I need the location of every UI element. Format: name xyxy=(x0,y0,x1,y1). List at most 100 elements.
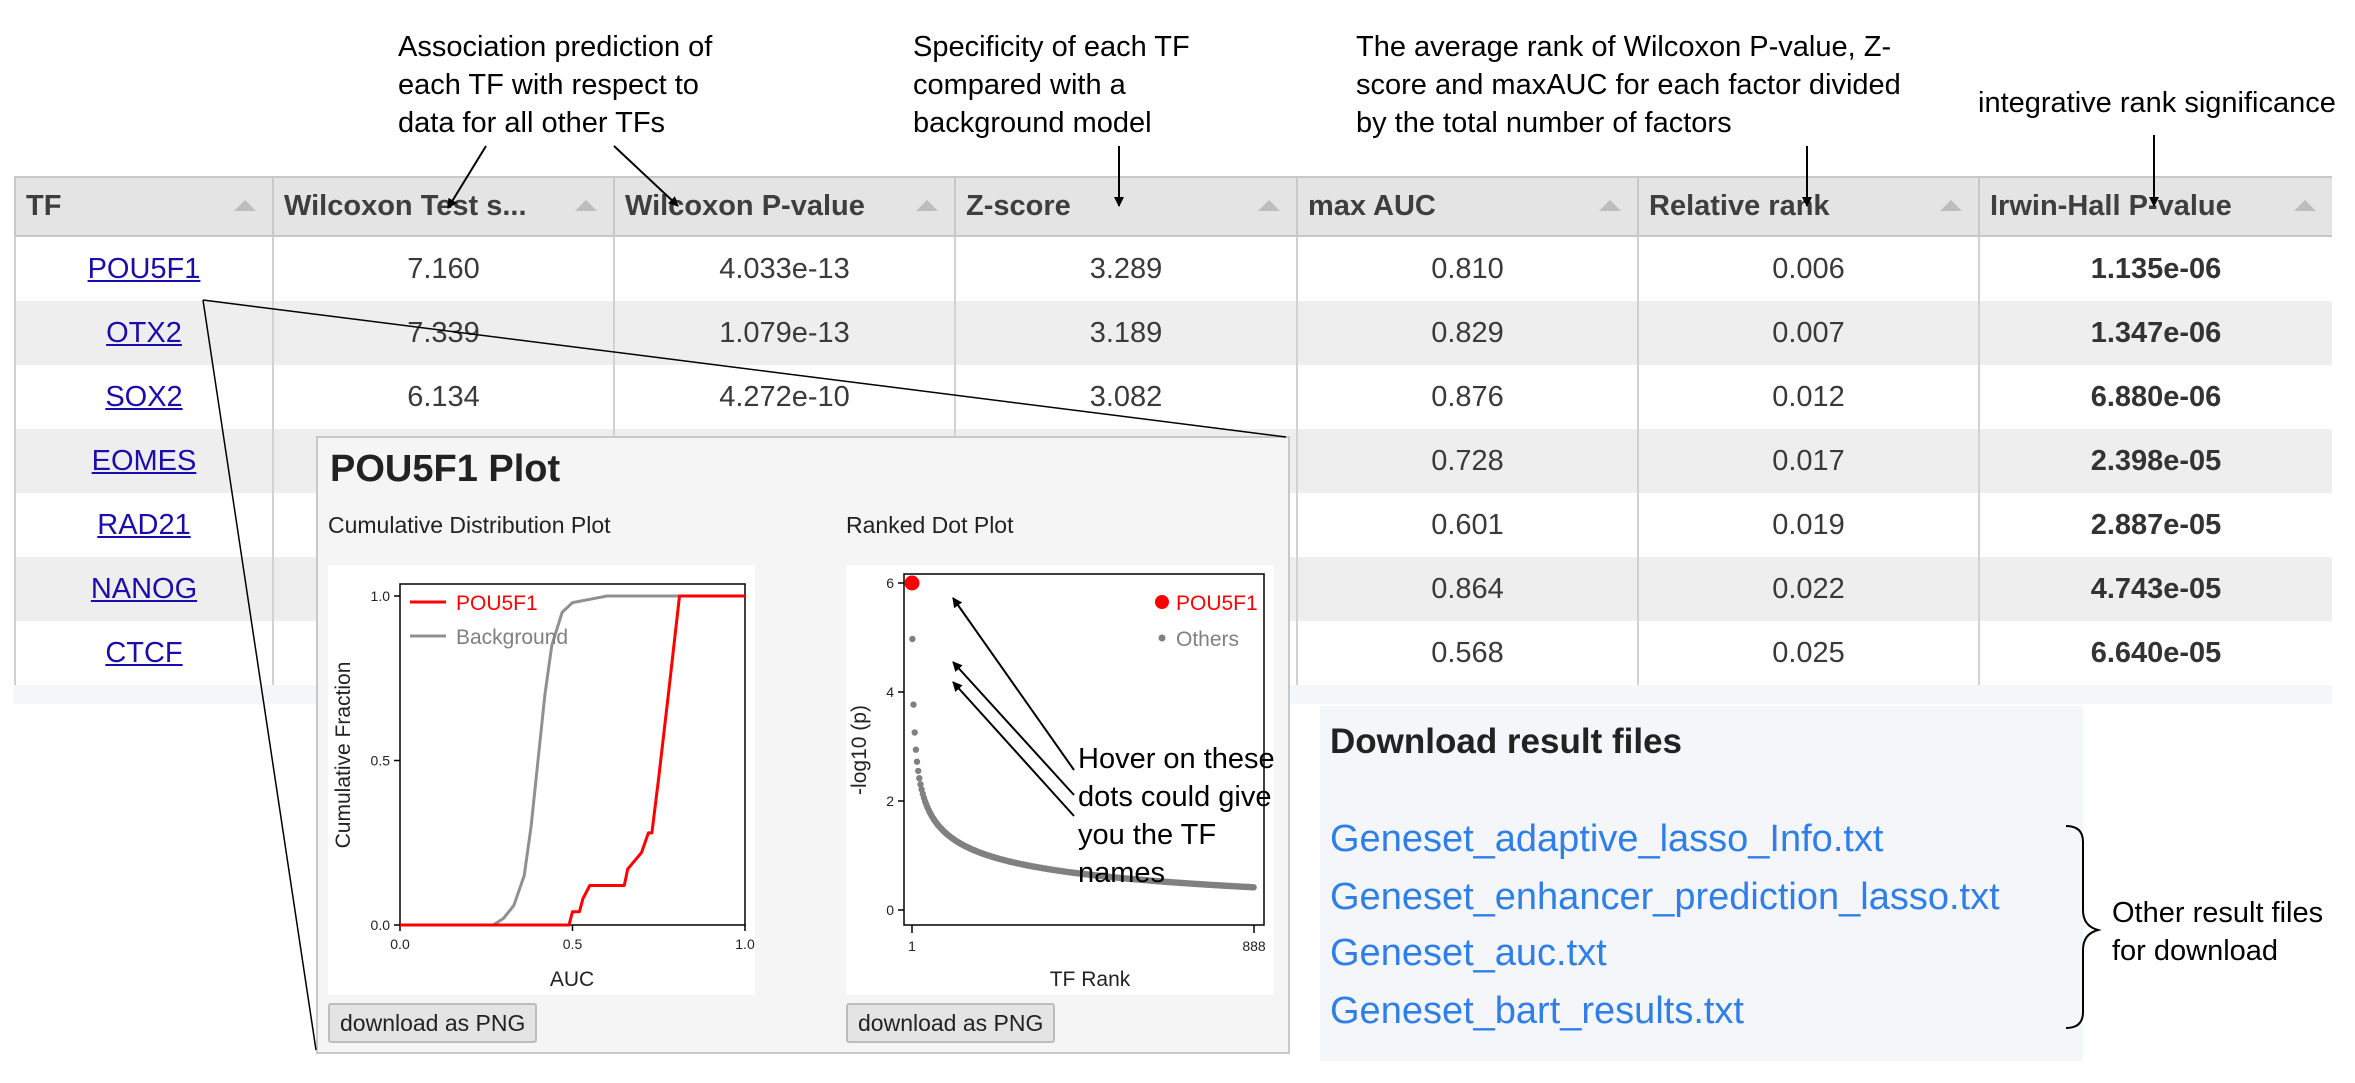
cdf-y-axis-label: Cumulative Fraction xyxy=(332,662,355,849)
cell-wilcoxon-test-statistic: 6.134 xyxy=(273,365,615,429)
column-header-max-auc[interactable]: max AUC xyxy=(1297,176,1639,237)
hover-annotation-line: you the TF xyxy=(1078,819,1217,851)
rank-x-axis-label: TF Rank xyxy=(1050,968,1131,991)
rank-legend-others-dot xyxy=(1158,634,1166,642)
rank-y-tick-label: 6 xyxy=(886,575,894,591)
tf-link[interactable]: CTCF xyxy=(105,636,183,669)
cdf-plot-title: Cumulative Distribution Plot xyxy=(328,512,611,538)
cell-wilcoxon-p-value: 4.272e-10 xyxy=(614,365,956,429)
cdf-legend-tf: POU5F1 xyxy=(456,592,538,615)
rank-legend-others: Others xyxy=(1176,628,1239,651)
cell-relative-rank: 0.022 xyxy=(1638,557,1980,621)
irwin-hall-annotation: integrative rank significance xyxy=(1978,87,2336,119)
cdf-x-axis-label: AUC xyxy=(550,968,594,991)
download-png-button-cdf[interactable]: download as PNG xyxy=(328,1003,538,1043)
tf-link[interactable]: NANOG xyxy=(90,572,198,605)
zscore-annotation-line: background model xyxy=(913,107,1152,139)
cell-relative-rank: 0.006 xyxy=(1638,236,1980,301)
rank-y-axis-label: -log10 (p) xyxy=(848,705,871,795)
rank-dot-other xyxy=(912,746,920,753)
cdf-background xyxy=(328,565,755,995)
rank-x-tick-label: 888 xyxy=(1242,938,1266,954)
cell-irwin-hall-p-value: 6.640e-05 xyxy=(1979,621,2332,685)
tf-link[interactable]: SOX2 xyxy=(105,380,183,413)
cell-relative-rank: 0.007 xyxy=(1638,301,1980,365)
cell-irwin-hall-p-value: 1.135e-06 xyxy=(1979,236,2332,301)
tf-link[interactable]: EOMES xyxy=(91,444,197,477)
column-header-relative-rank[interactable]: Relative rank xyxy=(1638,176,1980,237)
plot-popup: POU5F1 Plot Cumulative Distribution Plot… xyxy=(316,436,1290,1054)
download-file-link[interactable]: Geneset_bart_results.txt xyxy=(1330,990,1744,1032)
relative-rank-annotation-line: by the total number of factors xyxy=(1356,107,1732,139)
zscore-annotation-line: compared with a xyxy=(913,69,1126,101)
cell-max-auc: 0.601 xyxy=(1297,493,1639,557)
wilcoxon-annotation-line: data for all other TFs xyxy=(398,107,666,139)
wilcoxon-annotation-line: Association prediction of xyxy=(398,31,713,63)
download-file-link[interactable]: Geneset_adaptive_lasso_Info.txt xyxy=(1330,818,1884,860)
rank-y-tick-label: 2 xyxy=(886,793,894,809)
cell-wilcoxon-test-statistic: 7.160 xyxy=(273,236,615,301)
cell-max-auc: 0.810 xyxy=(1297,236,1639,301)
cdf-y-tick-label: 0.0 xyxy=(371,917,391,933)
rank-x-tick-label: 1 xyxy=(908,938,916,954)
rank-legend-tf-dot xyxy=(1155,595,1169,609)
sort-arrow-icon[interactable] xyxy=(575,200,597,211)
cdf-chart: 0.0 0.0 0.5 0.5 1.0 1.0 POU5F1 Background Cum… xyxy=(328,565,755,995)
cell-max-auc: 0.568 xyxy=(1297,621,1639,685)
cell-max-auc: 0.876 xyxy=(1297,365,1639,429)
cdf-y-tick-label: 1.0 xyxy=(371,588,391,604)
hover-annotation-line: names xyxy=(1078,857,1166,889)
sort-arrow-icon[interactable] xyxy=(1258,200,1280,211)
cell-relative-rank: 0.019 xyxy=(1638,493,1980,557)
table-row: POU5F1 7.160 4.033e-13 3.289 0.810 0.006… xyxy=(14,236,2332,301)
sort-arrow-icon[interactable] xyxy=(234,200,256,211)
relative-rank-annotation-line: score and maxAUC for each factor divided xyxy=(1356,69,1901,101)
rank-dot-other xyxy=(911,729,918,736)
cell-z-score: 3.189 xyxy=(955,301,1298,365)
cell-wilcoxon-p-value: 1.079e-13 xyxy=(614,301,956,365)
rank-frame xyxy=(903,573,1265,926)
cdf-line-pou5f1 xyxy=(400,594,745,927)
tf-link[interactable]: RAD21 xyxy=(97,508,191,541)
rank-dot-pou5f1 xyxy=(904,575,920,591)
zscore-annotation-line: Specificity of each TF xyxy=(913,31,1190,63)
sort-arrow-icon[interactable] xyxy=(2294,200,2316,211)
cdf-x-tick-label: 1.0 xyxy=(735,936,755,952)
other-files-annotation-line: Other result files xyxy=(2112,897,2324,929)
table-row: SOX2 6.134 4.272e-10 3.082 0.876 0.012 6… xyxy=(14,365,2332,429)
column-header-z-score[interactable]: Z-score xyxy=(955,176,1298,237)
cell-irwin-hall-p-value: 4.743e-05 xyxy=(1979,557,2332,621)
hover-annotation-line: Hover on these xyxy=(1078,743,1275,775)
tf-link[interactable]: OTX2 xyxy=(106,316,182,349)
download-file-link[interactable]: Geneset_auc.txt xyxy=(1330,932,1607,974)
tf-link[interactable]: POU5F1 xyxy=(87,252,201,285)
cell-wilcoxon-test-statistic: 7.339 xyxy=(273,301,615,365)
cell-irwin-hall-p-value: 2.398e-05 xyxy=(1979,429,2332,493)
popup-title: POU5F1 Plot xyxy=(330,448,561,490)
cell-irwin-hall-p-value: 6.880e-06 xyxy=(1979,365,2332,429)
ranked-dot-plot-title: Ranked Dot Plot xyxy=(846,512,1014,538)
rank-y-tick-label: 4 xyxy=(886,684,894,700)
column-header-wilcoxon-test-statistic[interactable]: Wilcoxon Test s... xyxy=(273,176,615,237)
other-files-annotation-line: for download xyxy=(2112,935,2279,967)
sort-arrow-icon[interactable] xyxy=(916,200,938,211)
column-header-irwin-hall-p-value[interactable]: Irwin-Hall P-value xyxy=(1979,176,2332,237)
download-file-link[interactable]: Geneset_enhancer_prediction_lasso.txt xyxy=(1330,876,2000,918)
sort-arrow-icon[interactable] xyxy=(1940,200,1962,211)
cell-max-auc: 0.728 xyxy=(1297,429,1639,493)
rank-dot-other xyxy=(909,635,916,643)
rank-dot-other xyxy=(1250,884,1257,891)
cell-z-score: 3.289 xyxy=(955,236,1298,301)
cell-irwin-hall-p-value: 1.347e-06 xyxy=(1979,301,2332,365)
cell-max-auc: 0.864 xyxy=(1297,557,1639,621)
download-png-button-rank[interactable]: download as PNG xyxy=(846,1003,1056,1043)
cell-wilcoxon-p-value: 4.033e-13 xyxy=(614,236,956,301)
cdf-x-tick-label: 0.0 xyxy=(390,936,410,952)
cdf-x-tick-label: 0.5 xyxy=(563,936,583,952)
download-panel: Download result files Geneset_adaptive_l… xyxy=(1320,706,2083,1061)
cell-relative-rank: 0.012 xyxy=(1638,365,1980,429)
column-header-wilcoxon-p-value[interactable]: Wilcoxon P-value xyxy=(614,176,956,237)
sort-arrow-icon[interactable] xyxy=(1599,200,1621,211)
wilcoxon-annotation-line: each TF with respect to xyxy=(398,69,699,101)
column-header-tf[interactable]: TF xyxy=(14,176,274,237)
